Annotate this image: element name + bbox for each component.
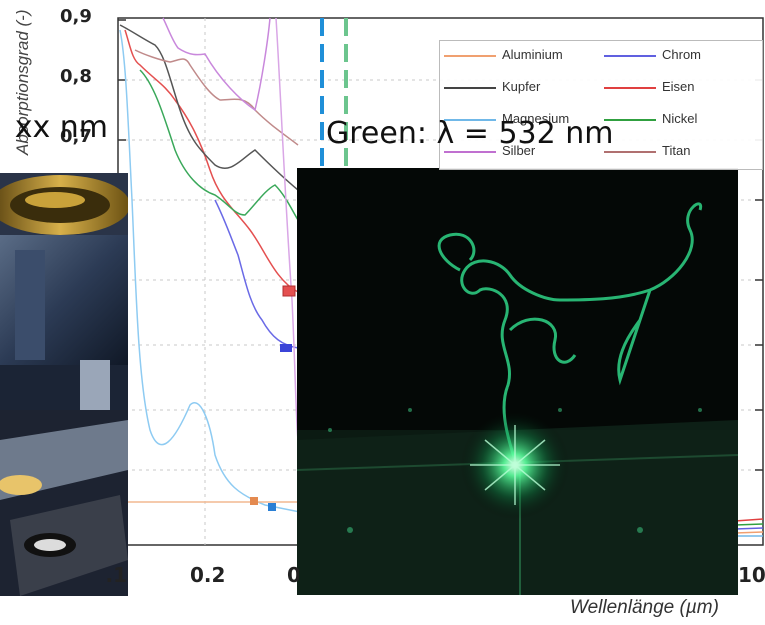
series-line-chrom	[214, 199, 299, 349]
y-tick-label: 0,8	[60, 66, 92, 87]
x-tick-label: 0.2	[190, 563, 226, 587]
legend-item: Eisen	[604, 77, 754, 97]
legend-label: Silber	[502, 143, 536, 158]
y-tick-label: 0,9	[60, 6, 92, 27]
series-line-kupfer	[119, 24, 299, 191]
chart-legend: Aluminium Chrom Kupfer Eisen Magnesium N…	[439, 40, 763, 170]
legend-item: Aluminium	[444, 45, 594, 65]
series-markers	[250, 285, 296, 511]
legend-item: Silber	[444, 141, 594, 161]
x-tick-label: 10.	[738, 563, 765, 587]
photo-green-laser	[296, 168, 739, 595]
x-tick-label: 0.1	[105, 563, 127, 587]
x-tick-label: 0.3	[287, 563, 299, 587]
y-tick-label: 0,7	[60, 126, 92, 147]
legend-item: Nickel	[604, 109, 754, 129]
legend-label: Nickel	[662, 111, 698, 126]
x-axis-label: Wellenlänge (µm)	[570, 597, 719, 618]
legend-item: Kupfer	[444, 77, 594, 97]
legend-label: Kupfer	[502, 79, 541, 94]
photo-microscope	[0, 173, 128, 596]
series-line-silber-b	[275, 17, 299, 441]
legend-item: Magnesium	[444, 109, 594, 129]
legend-label: Titan	[662, 143, 691, 158]
legend-item: Chrom	[604, 45, 754, 65]
legend-label: Magnesium	[502, 111, 570, 126]
right-series-lines	[734, 518, 764, 537]
overlay-left-text: xx nm	[14, 110, 108, 145]
legend-item: Titan	[604, 141, 754, 161]
series-line-eisen	[124, 29, 299, 293]
series-line-magnesium	[119, 29, 301, 513]
legend-label: Eisen	[662, 79, 695, 94]
series-line-nickel	[139, 69, 299, 221]
series-line-silber	[162, 17, 271, 112]
overlay-green-wavelength-text: Green: λ = 532 nm	[326, 116, 614, 151]
legend-label: Aluminium	[502, 47, 563, 62]
legend-label: Chrom	[662, 47, 702, 62]
series-line-titan	[134, 49, 299, 146]
